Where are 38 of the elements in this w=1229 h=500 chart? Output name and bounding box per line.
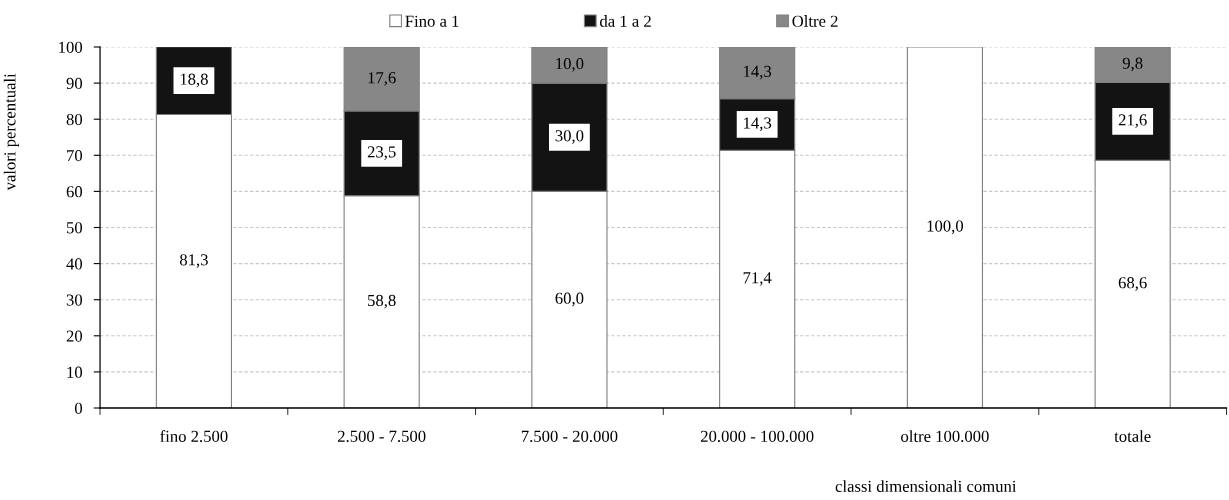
y-tick-label: 60 — [66, 186, 83, 198]
y-tick-label: 30 — [66, 294, 83, 306]
data-label: 23,5 — [367, 146, 396, 160]
data-label: 17,6 — [368, 72, 396, 86]
x-tick-label: 7.500 - 20.000 — [521, 430, 618, 443]
data-label: 68,6 — [1118, 277, 1147, 291]
data-label: 30,0 — [555, 130, 584, 144]
x-tick-label: oltre 100.000 — [901, 430, 989, 443]
data-label: 21,6 — [1118, 114, 1147, 128]
data-label: 14,3 — [744, 117, 772, 131]
y-tick-label: 10 — [67, 366, 83, 378]
data-label: 81,3 — [179, 254, 208, 268]
data-label: 58,8 — [368, 294, 396, 309]
y-tick-label: 0 — [74, 402, 83, 414]
x-tick-label: 20.000 - 100.000 — [700, 430, 814, 443]
data-label: 9,8 — [1122, 57, 1143, 72]
legend-label: Oltre 2 — [792, 15, 838, 27]
data-label: 10,0 — [556, 57, 584, 72]
legend-label: da 1 a 2 — [600, 15, 651, 27]
x-tick-label: totale — [1114, 430, 1151, 442]
bar — [906, 47, 984, 408]
x-tick-label: fino 2.500 — [160, 430, 228, 443]
data-label: 14,3 — [744, 65, 772, 80]
y-tick-label: 90 — [66, 77, 83, 90]
x-axis-title: classi dimensionali comuni — [835, 480, 1017, 492]
legend-label: Fino a 1 — [405, 15, 459, 27]
y-tick-label: 100 — [59, 41, 83, 53]
y-tick-label: 80 — [66, 113, 83, 126]
data-label: 100,0 — [927, 220, 964, 235]
data-label: 18,8 — [180, 73, 208, 88]
data-label: 71,4 — [743, 272, 772, 286]
y-tick-label: 40 — [66, 258, 83, 270]
y-tick-label: 50 — [66, 222, 83, 234]
y-tick-label: 70 — [67, 150, 83, 162]
y-tick-label: 20 — [66, 330, 83, 342]
data-label: 60,0 — [555, 292, 584, 307]
y-axis-title: valori percentuali — [3, 73, 19, 191]
x-tick-label: 2.500 - 7.500 — [337, 430, 426, 443]
